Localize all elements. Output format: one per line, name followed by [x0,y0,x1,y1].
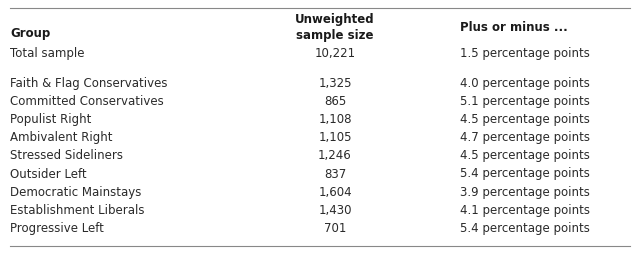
Text: 5.4 percentage points: 5.4 percentage points [460,167,590,181]
Text: 1,105: 1,105 [318,131,352,144]
Text: Total sample: Total sample [10,46,84,59]
Text: 1.5 percentage points: 1.5 percentage points [460,46,590,59]
Text: Plus or minus ...: Plus or minus ... [460,21,568,34]
Text: Establishment Liberals: Establishment Liberals [10,204,145,217]
Text: 5.1 percentage points: 5.1 percentage points [460,95,590,108]
Text: 5.4 percentage points: 5.4 percentage points [460,222,590,235]
Text: 4.1 percentage points: 4.1 percentage points [460,204,590,217]
Text: 4.5 percentage points: 4.5 percentage points [460,113,590,126]
Text: Stressed Sideliners: Stressed Sideliners [10,149,123,162]
Text: 10,221: 10,221 [314,46,356,59]
Text: 701: 701 [324,222,346,235]
Text: Outsider Left: Outsider Left [10,167,86,181]
Text: Faith & Flag Conservatives: Faith & Flag Conservatives [10,76,168,89]
Text: 1,246: 1,246 [318,149,352,162]
Text: Ambivalent Right: Ambivalent Right [10,131,113,144]
Text: 4.5 percentage points: 4.5 percentage points [460,149,590,162]
Text: 4.0 percentage points: 4.0 percentage points [460,76,590,89]
Text: Populist Right: Populist Right [10,113,92,126]
Text: 1,604: 1,604 [318,186,352,199]
Text: Democratic Mainstays: Democratic Mainstays [10,186,141,199]
Text: Progressive Left: Progressive Left [10,222,104,235]
Text: 1,325: 1,325 [318,76,352,89]
Text: Group: Group [10,26,51,40]
Text: 1,108: 1,108 [318,113,352,126]
Text: Committed Conservatives: Committed Conservatives [10,95,164,108]
Text: 1,430: 1,430 [318,204,352,217]
Text: 4.7 percentage points: 4.7 percentage points [460,131,590,144]
Text: 837: 837 [324,167,346,181]
Text: 3.9 percentage points: 3.9 percentage points [460,186,590,199]
Text: Unweighted
sample size: Unweighted sample size [295,13,375,42]
Text: 865: 865 [324,95,346,108]
